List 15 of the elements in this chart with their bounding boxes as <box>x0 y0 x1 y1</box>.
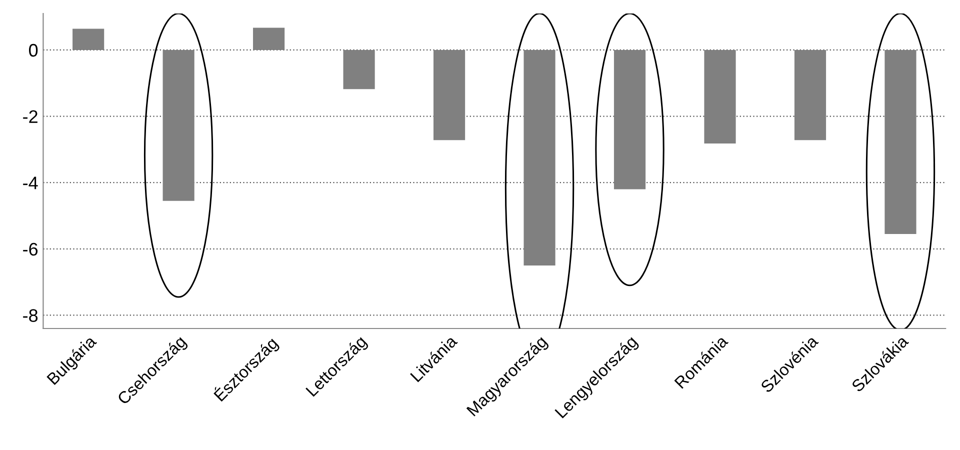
y-tick-label: 0 <box>29 44 38 57</box>
bar <box>72 28 104 50</box>
y-tick-label: -8 <box>23 309 38 322</box>
bar <box>794 50 826 140</box>
bar <box>433 50 466 140</box>
bar <box>343 50 375 90</box>
bar <box>524 50 556 266</box>
y-tick-label: -6 <box>23 242 38 256</box>
bar <box>704 50 736 144</box>
bar <box>614 50 646 190</box>
bar <box>253 28 285 50</box>
bar <box>162 50 194 201</box>
y-tick-label: -4 <box>23 176 38 190</box>
y-tick-label: -2 <box>23 110 38 123</box>
bar <box>884 50 916 234</box>
